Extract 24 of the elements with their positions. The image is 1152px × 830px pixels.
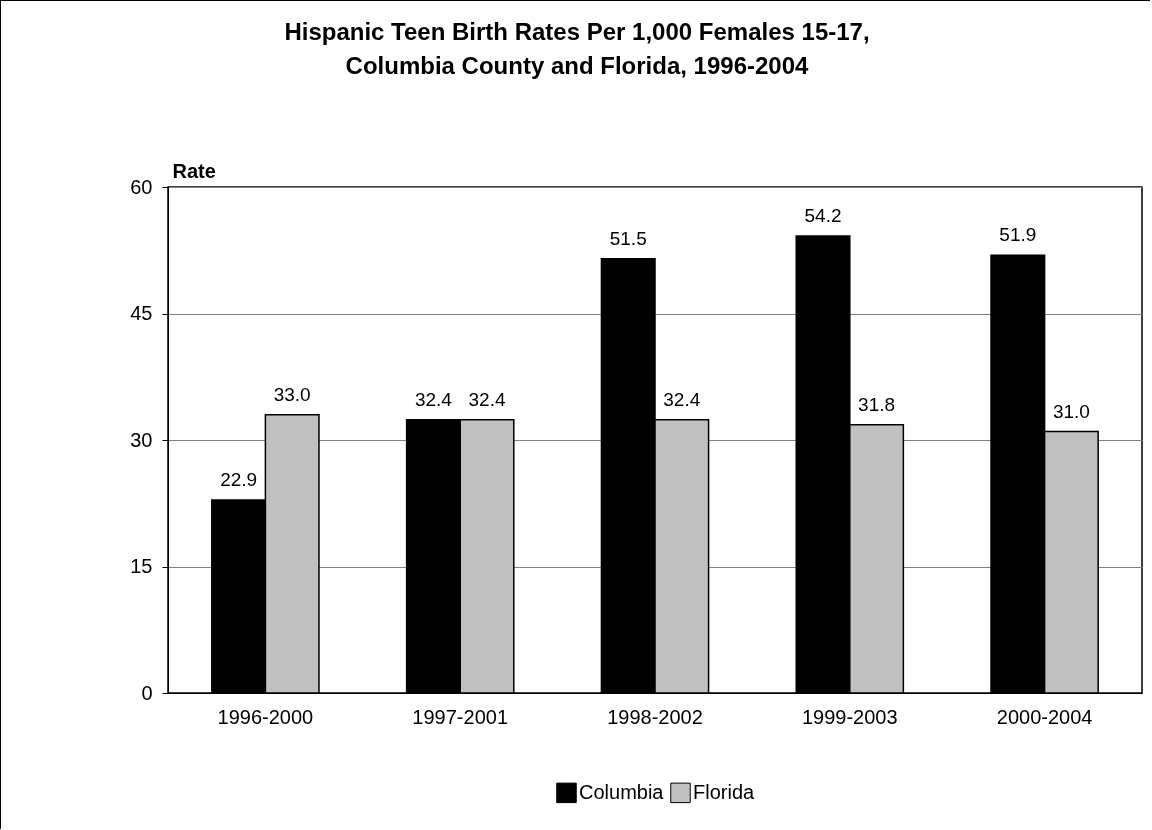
y-tick-label: 30: [130, 428, 153, 451]
x-tick-label: 1998-2002: [607, 705, 703, 728]
data-label: 32.4: [663, 388, 701, 410]
legend-label: Florida: [693, 780, 756, 803]
legend-label: Columbia: [579, 780, 665, 803]
x-tick-label: 1999-2003: [801, 705, 898, 728]
data-label: 31.8: [858, 393, 896, 415]
data-label: 54.2: [804, 204, 842, 226]
y-tick-label: 0: [141, 681, 153, 704]
chart-title: Hispanic Teen Birth Rates Per 1,000 Females 15-17, Columbia County and Florida, 1996-2004: [284, 18, 870, 79]
data-label: 32.4: [468, 388, 506, 410]
data-label: 51.5: [609, 227, 647, 249]
data-label: 33.0: [273, 383, 311, 405]
x-tick-label: 2000-2004: [996, 705, 1093, 728]
data-label: 32.4: [414, 388, 453, 410]
x-tick-label: 1996-2000: [217, 705, 314, 728]
data-label: 31.0: [1052, 400, 1090, 422]
y-tick-label: 60: [130, 175, 153, 198]
data-label: 22.9: [220, 468, 258, 490]
y-axis-title: Rate: [172, 159, 216, 182]
y-tick-label: 45: [130, 302, 153, 324]
x-tick-label: 1997-2001: [412, 705, 509, 728]
y-tick-label: 15: [130, 555, 153, 577]
data-label: 51.9: [999, 224, 1037, 246]
